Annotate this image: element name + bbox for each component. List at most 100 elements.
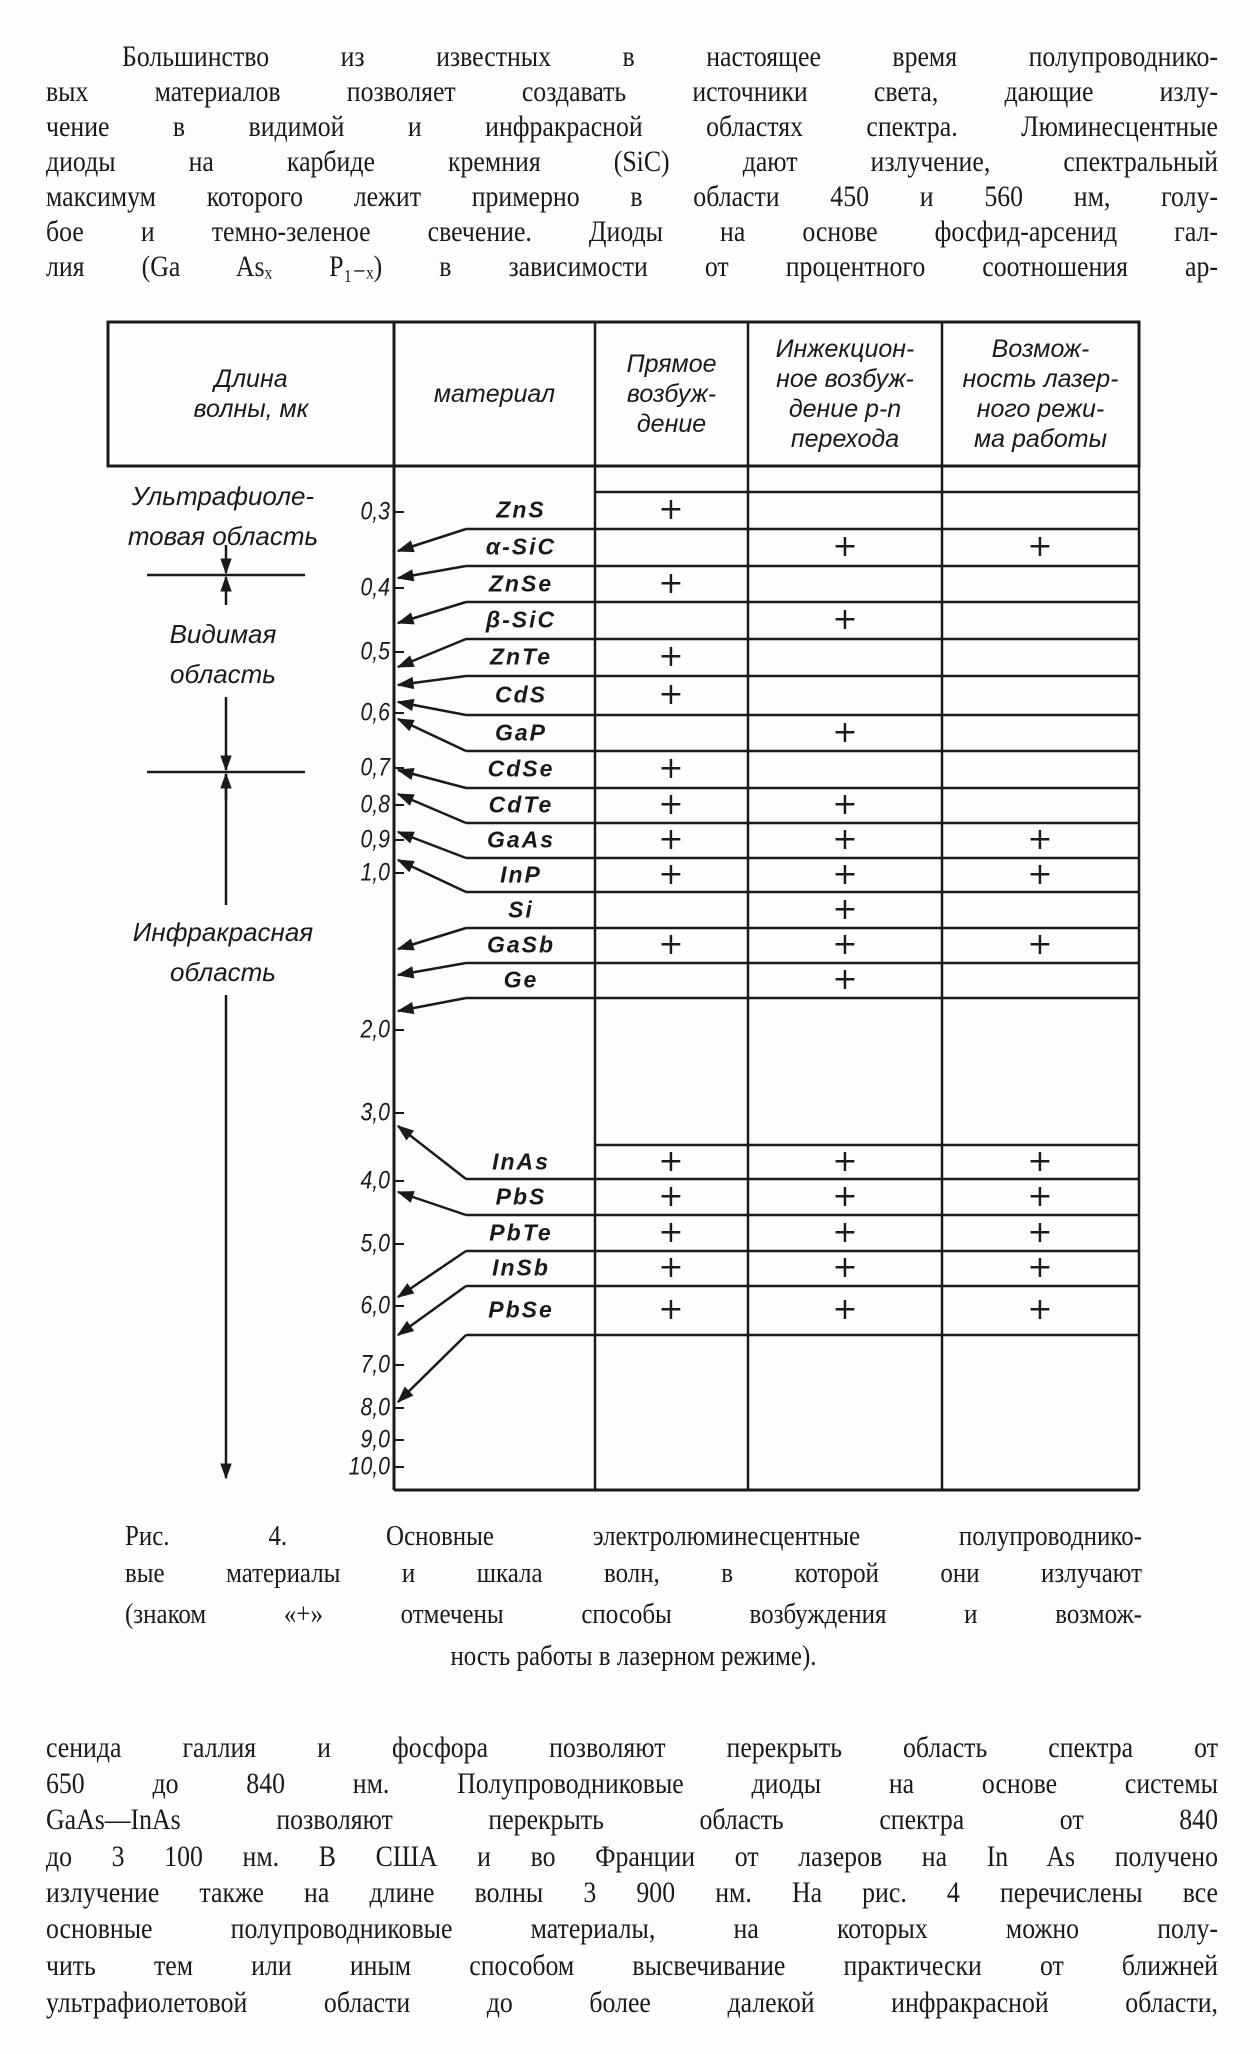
arrowhead-icon (396, 1125, 415, 1141)
text-line: ультрафиолетовой области до более далеко… (46, 1986, 1218, 2019)
plus-mark: + (832, 714, 858, 750)
text-line: GaAs—InAs позволяют перекрыть область сп… (46, 1803, 1218, 1836)
arrowhead-icon (396, 859, 415, 873)
header-text: материал (433, 380, 556, 408)
text-line: чить тем или иным способом высвечивание … (46, 1949, 1218, 1982)
scale-tick-label: 0,6 (360, 698, 390, 727)
plus-mark: + (832, 601, 858, 637)
header-text: дение (636, 410, 707, 438)
plus-mark: + (832, 891, 858, 927)
scale-tick-label: 4,0 (360, 1166, 390, 1195)
region-label: Ультрафиоле-товая область (128, 476, 318, 556)
header-text: дение p-n (788, 395, 902, 423)
text-line: вых материалов позволяет создавать источ… (46, 75, 1218, 108)
region-label: Инфракрасная область (133, 912, 313, 992)
plus-mark: + (1027, 926, 1053, 962)
scale-tick-label: 5,0 (360, 1229, 390, 1258)
header-text: ность лазер- (962, 365, 1119, 393)
plus-mark: + (658, 856, 684, 892)
arrowhead-icon (396, 698, 415, 712)
scale-tick-label: 9,0 (360, 1425, 390, 1454)
scale-tick-label: 7,0 (360, 1350, 390, 1379)
text-line: 650 до 840 нм. Полупроводниковые диоды н… (46, 1767, 1218, 1800)
header-text: Прямое (626, 350, 717, 378)
material-name: CdSe (487, 755, 555, 782)
text-line: Большинство из известных в настоящее вре… (122, 40, 1218, 73)
plus-mark: + (1027, 1178, 1053, 1214)
scale-tick-label: 2,0 (360, 1015, 390, 1044)
arrowhead-icon (396, 1001, 415, 1015)
plus-mark: + (658, 1178, 684, 1214)
material-name: CdS (495, 681, 547, 708)
arrowhead-icon (396, 1191, 415, 1203)
scale-tick-label: 8,0 (360, 1393, 390, 1422)
scale-tick-label: 10,0 (348, 1452, 390, 1481)
material-name: GaP (494, 719, 548, 746)
plus-mark: + (658, 786, 684, 822)
material-name: InP (500, 861, 542, 888)
scale-tick-label: 0,9 (360, 825, 390, 854)
caption-line: вые материалы и шкала волн, в которой он… (125, 1557, 1142, 1589)
text-line: чение в видимой и инфракрасной областях … (46, 110, 1218, 143)
arrowhead-icon (220, 575, 232, 592)
plus-mark: + (1027, 528, 1053, 564)
plus-mark: + (658, 1249, 684, 1285)
header-text: перехода (790, 425, 900, 453)
material-name: ZnTe (489, 643, 553, 670)
plus-mark: + (1027, 1143, 1053, 1179)
plus-mark: + (832, 1214, 858, 1250)
plus-mark: + (658, 1214, 684, 1250)
header-text: ного режи- (976, 395, 1105, 423)
material-name: Ge (503, 966, 539, 993)
scale-tick-label: 0,3 (360, 497, 390, 526)
scale-tick-label: 0,5 (360, 637, 390, 666)
scale-tick-label: 1,0 (360, 858, 390, 887)
material-name: β-SiC (485, 606, 557, 633)
region-label-line: Инфракрасная (132, 917, 314, 947)
arrowhead-icon (220, 755, 232, 772)
header-text: волны, мк (193, 395, 309, 423)
plus-mark: + (658, 1291, 684, 1327)
plus-mark: + (1027, 1214, 1053, 1250)
header-text: ма работы (974, 425, 1107, 453)
plus-mark: + (1027, 1291, 1053, 1327)
arrowhead-icon (396, 831, 415, 844)
plus-mark: + (658, 926, 684, 962)
caption-line: ность работы в лазерном режиме). (450, 1640, 817, 1672)
text-line: до 3 100 нм. В США и во Франции от лазер… (46, 1840, 1218, 1873)
region-label-line: область (170, 957, 276, 987)
plus-mark: + (658, 750, 684, 786)
arrowhead-icon (396, 540, 415, 553)
arrowhead-icon (396, 718, 415, 732)
plus-mark: + (832, 926, 858, 962)
text-line: лия (Ga Asₓ P₁₋ₓ) в зависимости от проце… (46, 250, 1218, 283)
plus-mark: + (832, 1249, 858, 1285)
text-line: излучение также на длине волны 3 900 нм.… (46, 1876, 1218, 1909)
material-name: GaSb (486, 931, 556, 958)
material-name: Si (508, 896, 534, 923)
arrowhead-icon (396, 1386, 414, 1404)
plus-mark: + (658, 676, 684, 712)
material-name: InAs (492, 1148, 550, 1175)
material-name: PbS (495, 1183, 547, 1210)
text-line: максимум которого лежит примерно в облас… (46, 180, 1218, 213)
scale-tick-label: 0,7 (360, 753, 390, 782)
material-name: CdTe (488, 791, 554, 818)
caption-line: Рис. 4. Основные электролюминесцентные п… (125, 1520, 1142, 1552)
arrowhead-icon (396, 655, 415, 668)
material-name: α-SiC (485, 533, 557, 560)
plus-mark: + (658, 1143, 684, 1179)
arrowhead-icon (396, 767, 415, 780)
arrowhead-icon (396, 676, 415, 690)
text-line: бое и темно-зеленое свечение. Диоды на о… (46, 215, 1218, 248)
header-text: возбуж- (626, 380, 717, 408)
arrowhead-icon (396, 569, 415, 582)
plus-mark: + (832, 1143, 858, 1179)
plus-mark: + (832, 1291, 858, 1327)
plus-mark: + (658, 565, 684, 601)
arrowhead-icon (396, 793, 415, 806)
header-text: Длина (214, 365, 288, 393)
region-label: Видимая область (170, 614, 277, 694)
scale-tick-label: 0,4 (360, 573, 390, 602)
